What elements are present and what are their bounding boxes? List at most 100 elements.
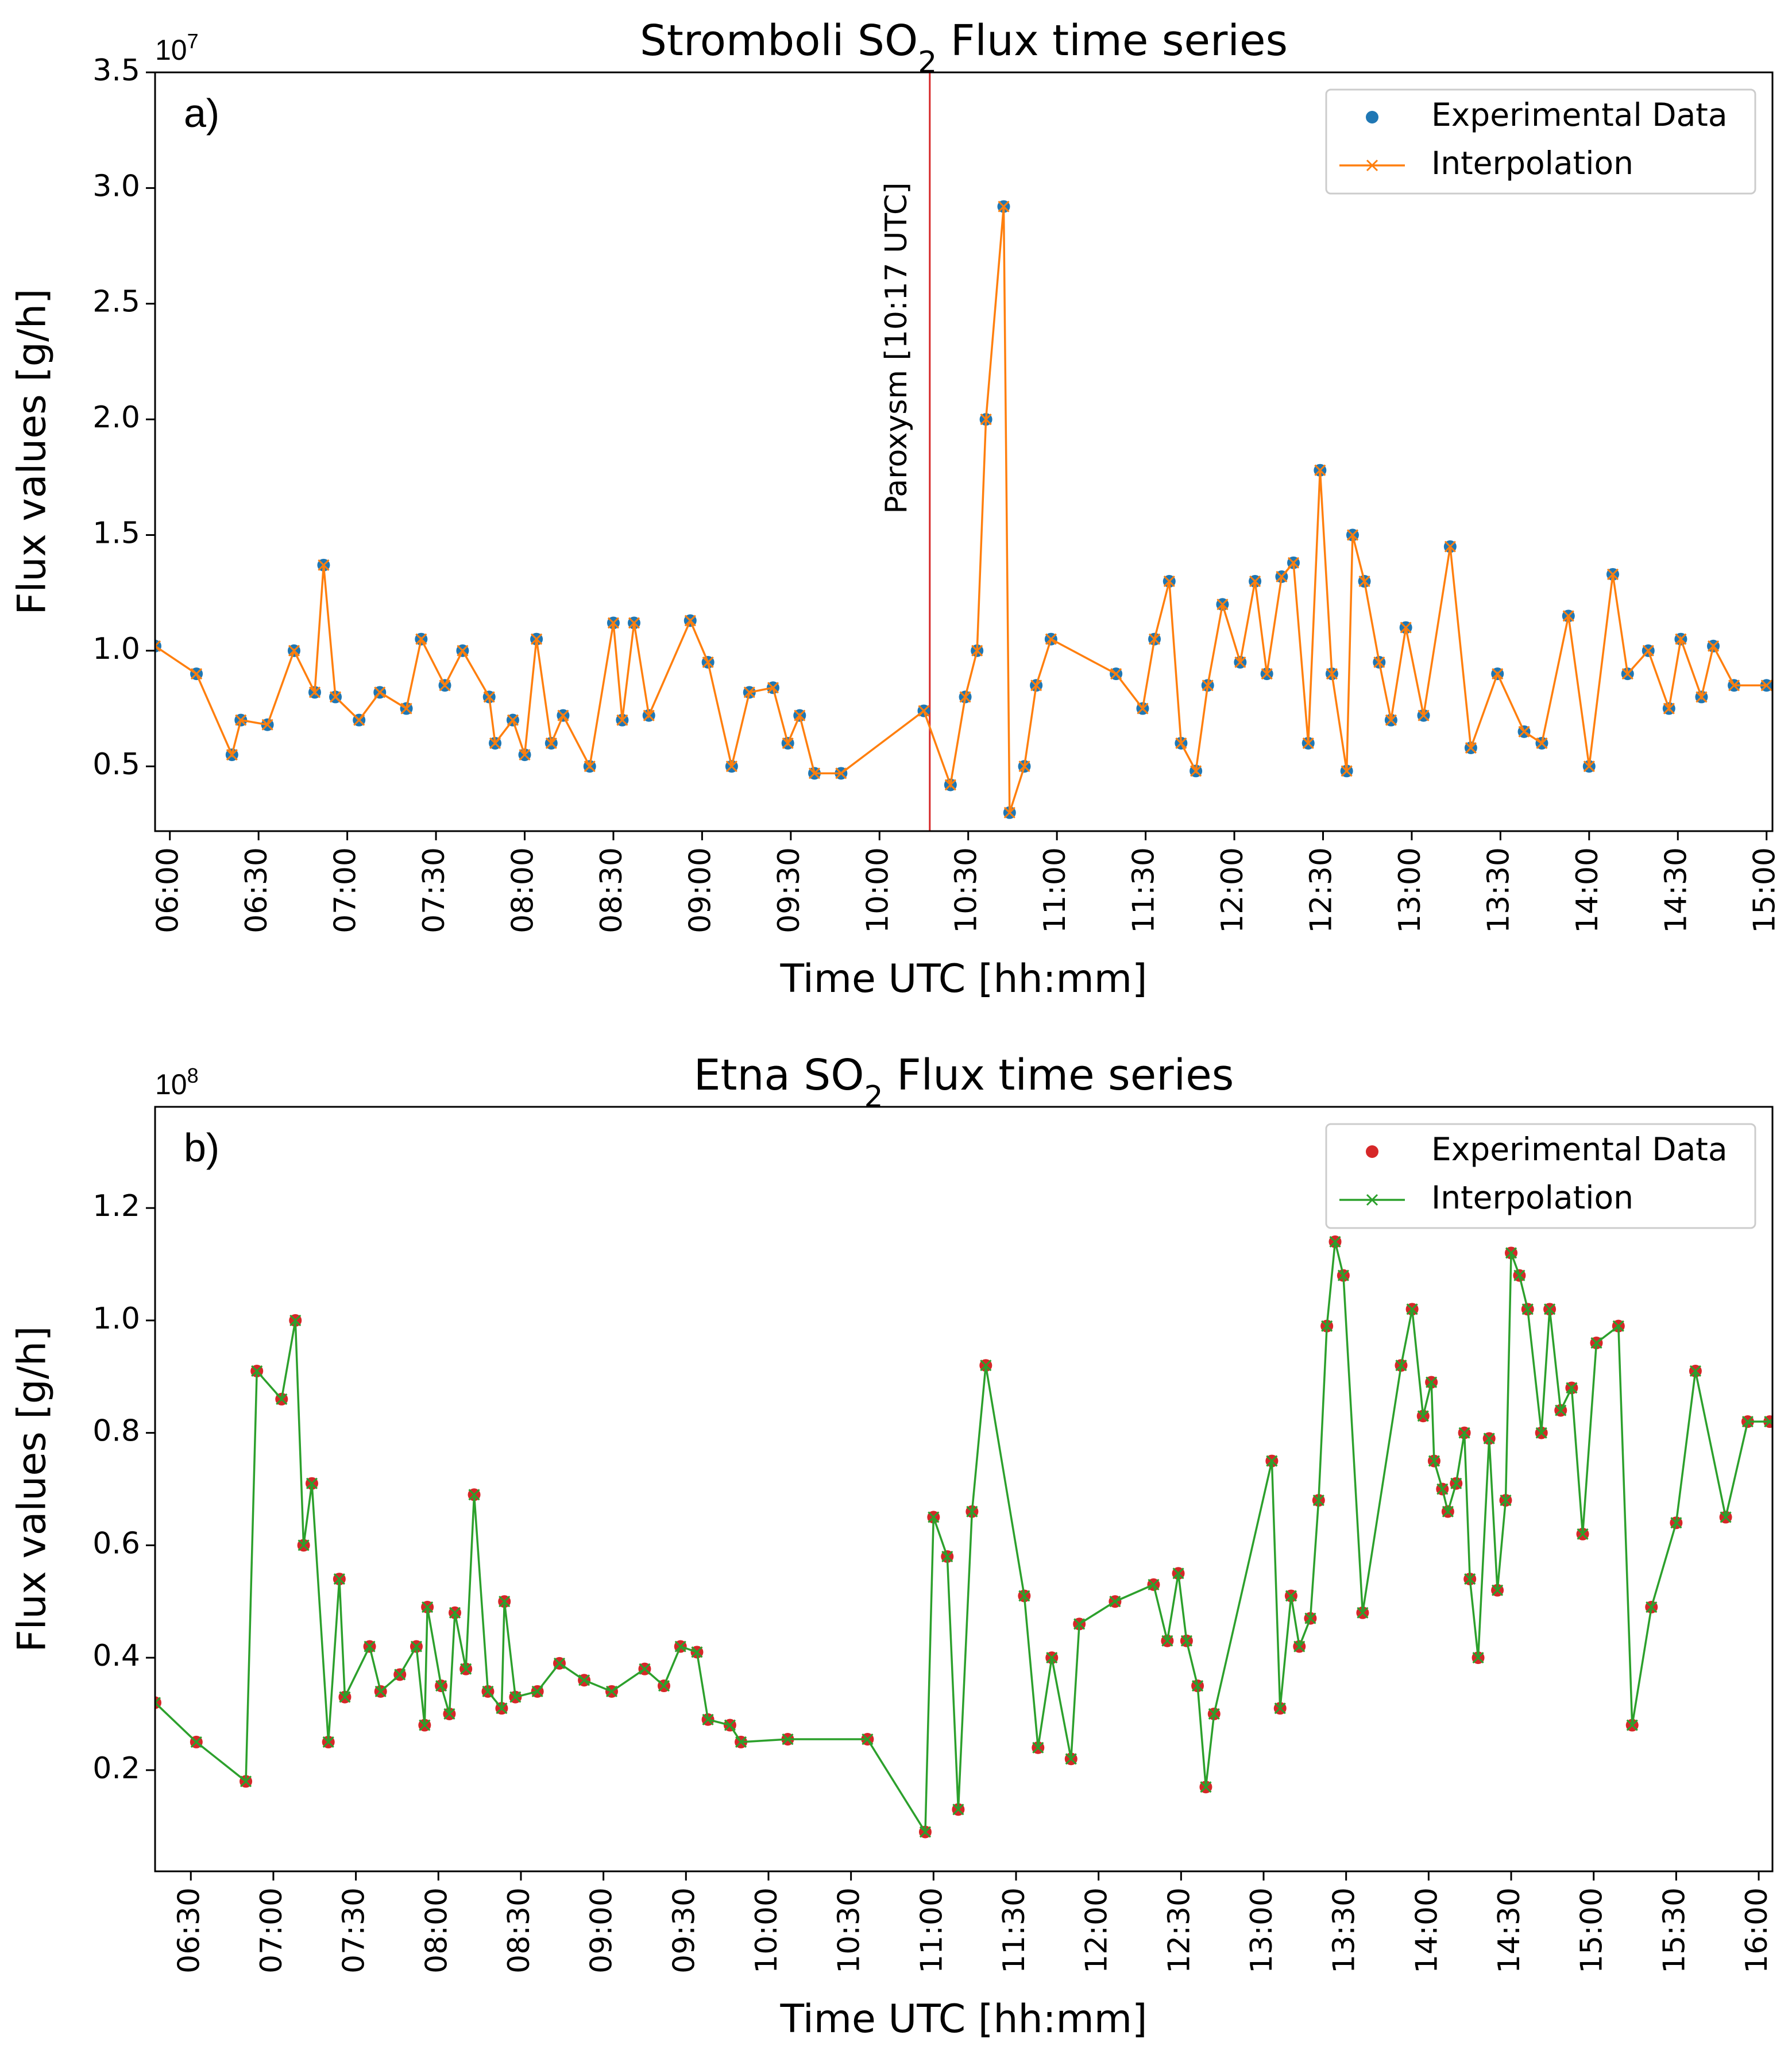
x-marker [1764,1415,1772,1428]
x-marker [980,1360,992,1372]
x-marker [1465,742,1477,754]
legend-box [1325,1123,1756,1229]
x-marker [519,749,531,761]
x-tick-label: 13:30 [1327,1887,1362,1974]
x-tick-label: 07:30 [337,1887,372,1974]
x-marker [674,1640,686,1652]
x-marker [1321,1320,1333,1332]
x-tick-label: 13:00 [1245,1887,1279,1974]
x-marker [1492,1584,1504,1596]
title-text: Etna SO [694,1051,864,1100]
panel-label: a) [184,91,219,136]
axes-frame [154,71,1774,832]
x-marker [482,1685,494,1697]
x-marker [1505,1247,1517,1259]
x-marker [415,633,427,645]
x-marker [1536,737,1548,750]
x-marker [702,656,714,669]
x-marker [1276,570,1288,583]
y-tick-label: 0.5 [92,747,140,782]
y-tick-label: 0.4 [92,1639,140,1673]
x-marker [1234,656,1246,669]
x-marker [1518,725,1530,738]
x-marker [1583,760,1595,773]
x-marker [1249,575,1261,588]
x-marker [1045,633,1057,645]
y-tick-label: 1.0 [92,1302,140,1336]
offset-exponent: 7 [187,29,199,53]
panel-label: b) [184,1125,219,1170]
x-marker [952,1804,964,1816]
x-marker [1148,633,1161,645]
x-marker [483,691,495,703]
offset-text: 107 [155,29,199,67]
x-marker [1302,737,1314,750]
x-marker [1472,1652,1484,1664]
x-marker [1030,679,1042,692]
x-tick-label: 10:30 [832,1887,867,1974]
x-marker [1417,1410,1429,1422]
x-tick-label: 06:30 [240,847,274,933]
x-marker [1208,1708,1220,1720]
x-marker [329,691,342,703]
x-marker [306,1477,318,1489]
x-marker [578,1674,590,1686]
x-marker [191,668,203,680]
legend-label: Interpolation [1431,1179,1633,1216]
x-marker [1689,1365,1701,1377]
plot-area [155,1235,1772,1839]
x-tick-label: 13:30 [1481,847,1516,933]
x-marker [507,714,519,726]
x-marker [743,686,755,698]
x-marker [1285,1590,1297,1602]
x-marker [1032,1742,1044,1754]
y-axis-label: Flux values [g/h] [10,1326,55,1652]
x-marker [605,1685,618,1697]
x-marker [226,749,238,761]
x-axis-label: Time UTC [hh:mm] [779,956,1147,1002]
x-marker [1110,668,1122,680]
x-tick-label: 14:00 [1409,1887,1444,1974]
x-tick-label: 06:30 [172,1887,206,1974]
x-marker [1065,1753,1077,1765]
x-marker [1373,656,1385,669]
x-marker [1180,1635,1192,1647]
series-line [155,1241,1770,1836]
offset-base: 10 [155,1068,187,1101]
x-marker [1385,714,1397,726]
x-marker [333,1573,345,1585]
x-marker [1621,668,1633,680]
x-marker [725,760,737,773]
x-marker [1642,644,1654,657]
legend-label: Interpolation [1431,145,1633,182]
title-subscript: 2 [918,45,937,80]
x-marker [1266,1455,1278,1467]
x-marker [1326,668,1338,680]
x-marker [998,200,1010,213]
x-marker [1450,1477,1462,1489]
x-marker [980,414,992,426]
axes-frame [154,1106,1774,1872]
x-marker [1200,1781,1212,1793]
x-marker [1395,1360,1407,1372]
offset-exponent: 8 [187,1064,199,1087]
x-marker [966,1505,978,1518]
x-marker [288,644,300,657]
x-marker [1458,1427,1470,1439]
x-marker [1358,575,1370,588]
x-marker [496,1702,508,1715]
y-tick-label: 1.5 [92,516,140,550]
x-tick-label: 12:00 [1080,1887,1114,1974]
x-marker [767,682,779,694]
x-tick-label: 12:30 [1162,1887,1196,1974]
x-marker [1312,1495,1324,1507]
x-marker [1163,575,1175,588]
x-marker [1161,1635,1173,1647]
x-marker [289,1314,302,1326]
title-subscript: 2 [864,1080,883,1114]
x-tick-label: 08:00 [419,1887,454,1974]
x-marker [1261,668,1273,680]
x-marker [489,737,501,750]
x-tick-label: 15:30 [1657,1887,1691,1974]
x-marker [276,1393,288,1405]
